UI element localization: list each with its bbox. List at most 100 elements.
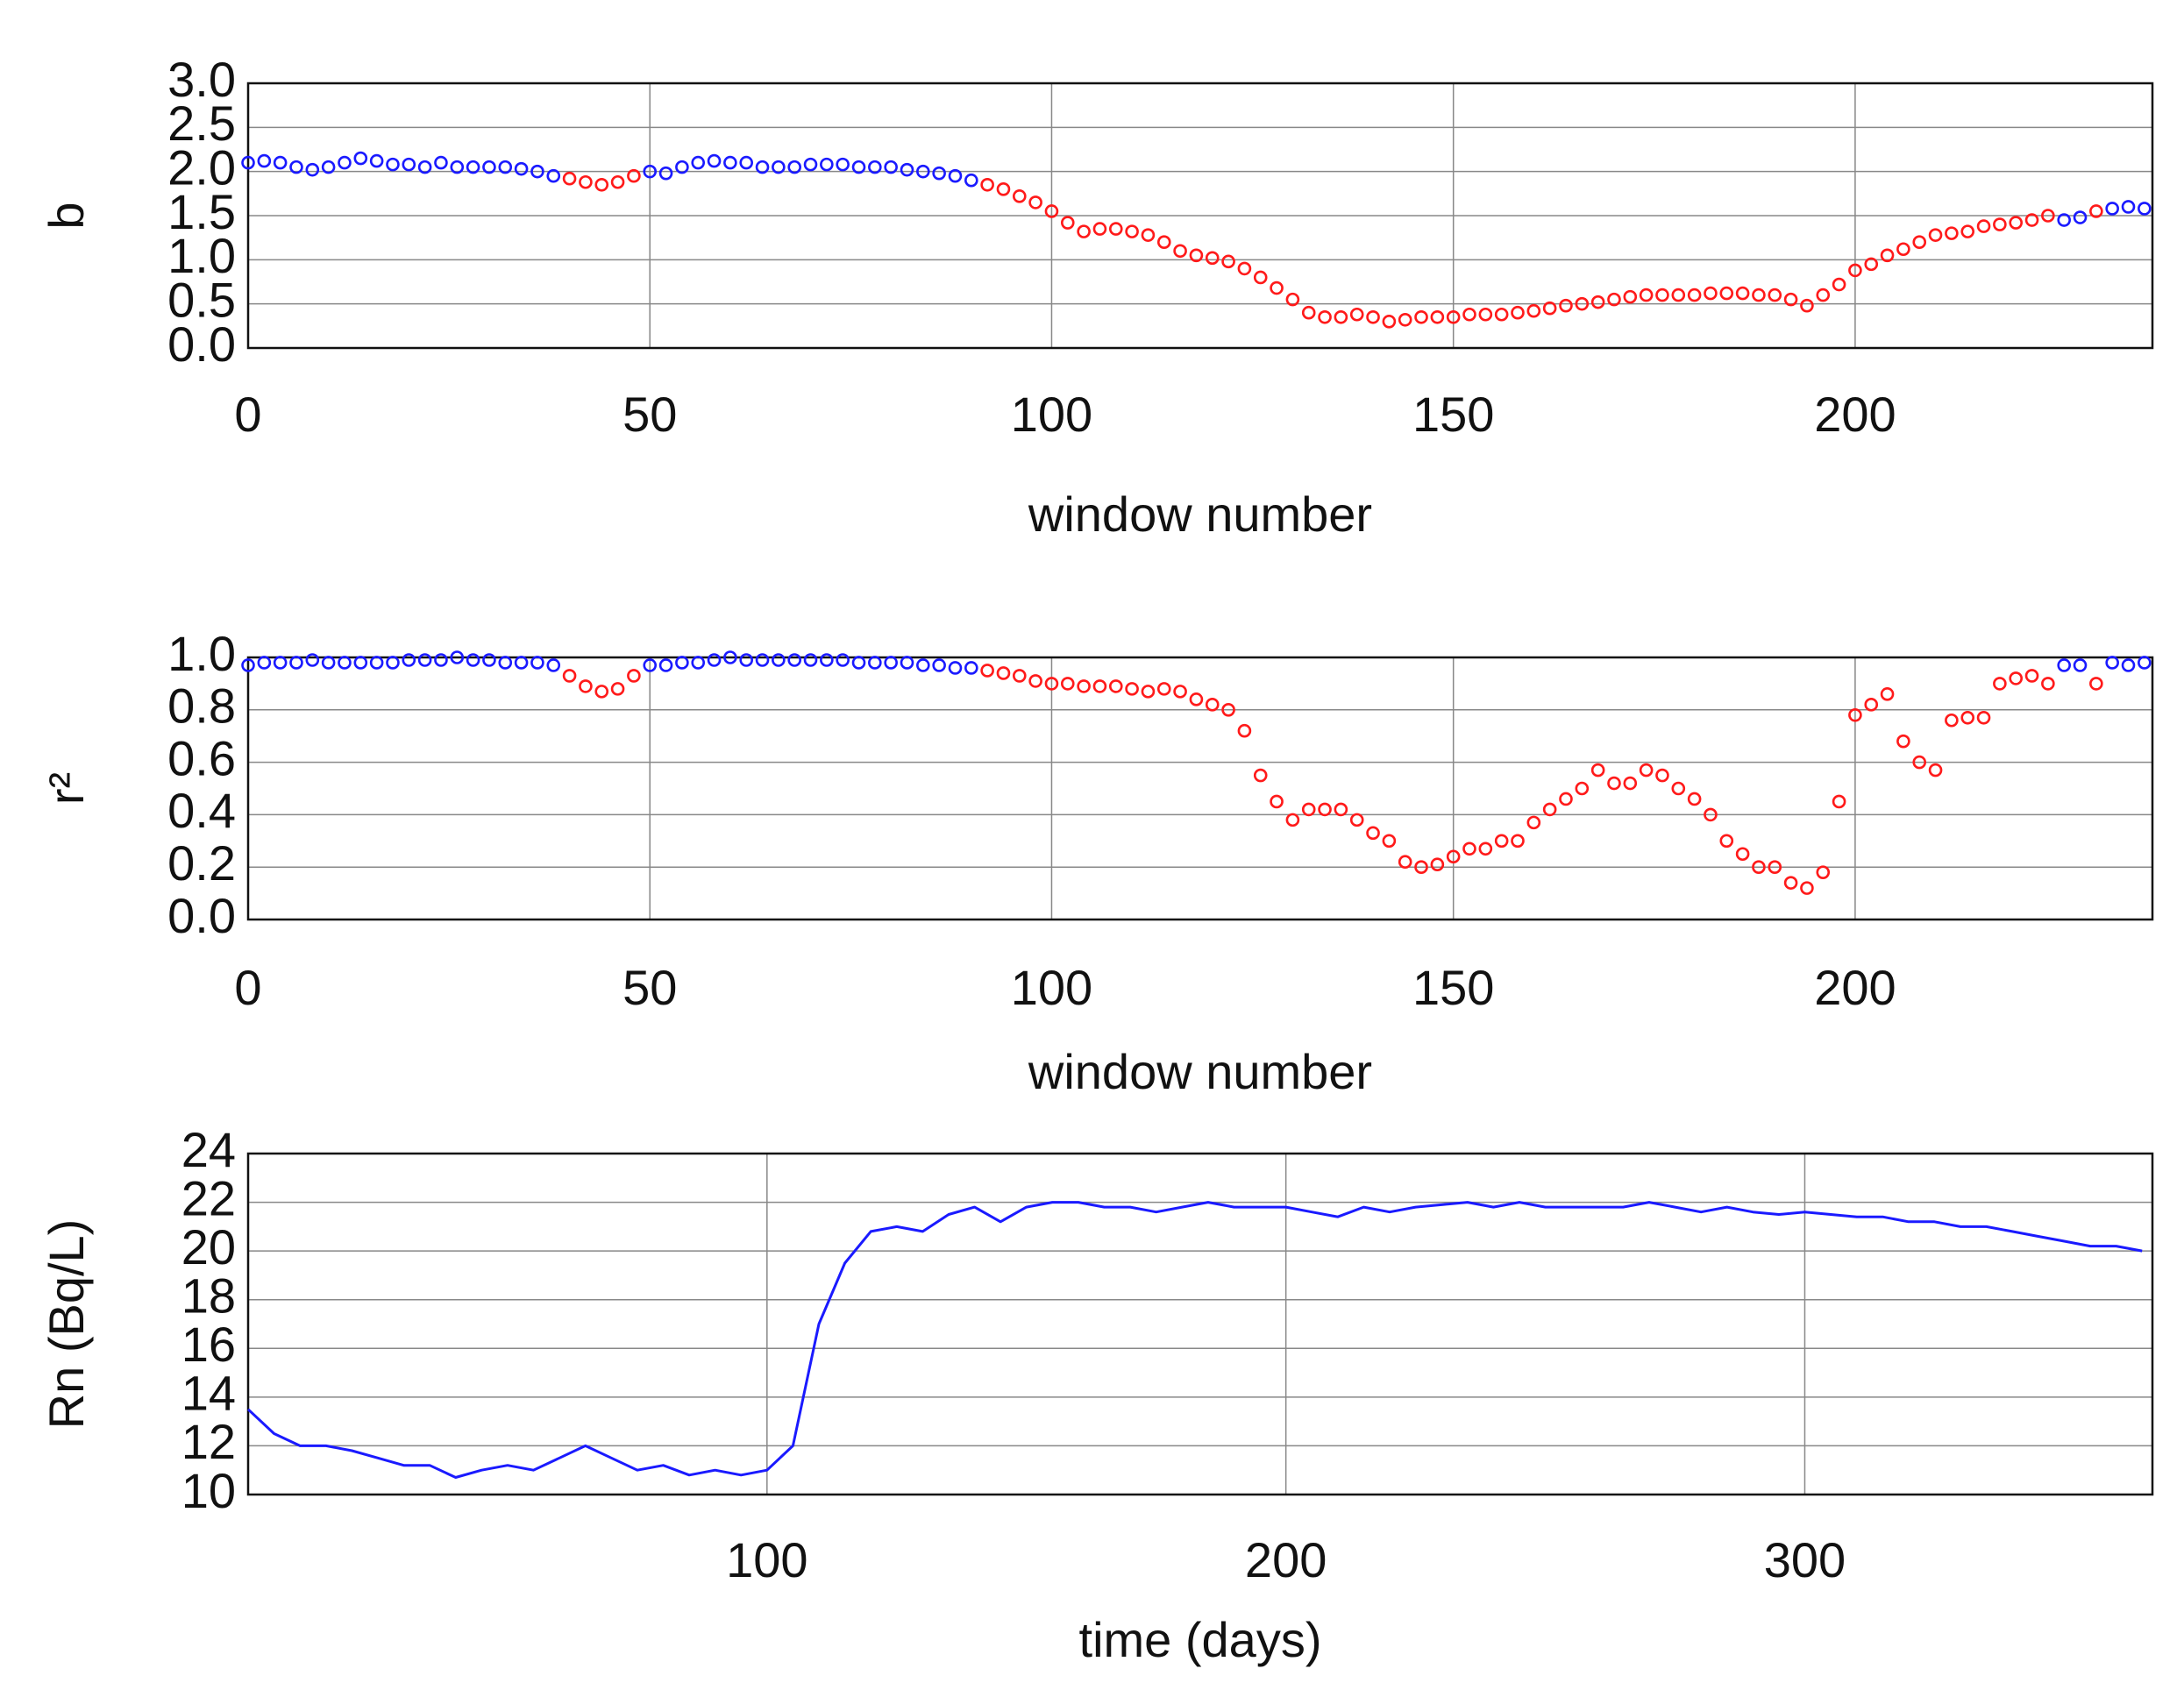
data-point	[1478, 307, 1493, 322]
data-point	[1205, 698, 1220, 712]
x-tick-label: 150	[1412, 387, 1494, 442]
data-point	[273, 155, 288, 170]
y-tick-label: 0.0	[167, 888, 236, 943]
data-point	[2057, 658, 2071, 672]
data-point	[321, 160, 336, 174]
data-point	[868, 656, 882, 670]
data-point	[1960, 224, 1975, 238]
data-point	[948, 661, 963, 675]
data-point	[1077, 224, 1091, 238]
x-tick-label: 200	[1814, 387, 1896, 442]
data-point	[1671, 781, 1686, 796]
data-point	[1511, 834, 1525, 849]
data-point	[1382, 834, 1397, 849]
data-point	[1832, 794, 1846, 809]
data-point	[1012, 189, 1027, 203]
y-tick-label: 0.2	[167, 835, 236, 891]
data-point	[658, 166, 673, 181]
data-point	[1462, 841, 1476, 856]
y-tick-label: 3.0	[167, 52, 236, 107]
data-point	[772, 653, 786, 667]
data-point	[900, 162, 914, 177]
x-axis-label: window number	[1028, 1044, 1372, 1099]
data-point	[1575, 781, 1590, 796]
data-point	[627, 669, 641, 683]
data-point	[386, 656, 400, 670]
data-line	[246, 1201, 2143, 1479]
plot-frame	[246, 82, 2154, 350]
data-point	[1462, 307, 1476, 322]
data-point	[1301, 802, 1316, 817]
data-point	[1221, 254, 1235, 269]
data-point	[562, 669, 577, 683]
data-point	[1511, 305, 1525, 320]
data-point	[1816, 288, 1831, 302]
data-point	[675, 160, 689, 174]
data-point	[450, 160, 465, 174]
data-point	[257, 153, 272, 168]
data-point	[1687, 288, 1702, 302]
data-point	[1270, 280, 1284, 295]
x-tick-label: 200	[1814, 960, 1896, 1015]
data-point	[658, 658, 673, 672]
x-tick-label: 0	[234, 960, 261, 1015]
data-point	[2105, 656, 2119, 670]
data-point	[1976, 219, 1991, 233]
data-point	[1125, 682, 1139, 696]
data-point	[338, 656, 352, 670]
data-point	[1366, 309, 1380, 324]
data-point	[498, 656, 513, 670]
data-point	[1398, 312, 1412, 327]
data-point	[2009, 216, 2024, 230]
data-point	[820, 157, 834, 172]
data-point	[1752, 860, 1766, 875]
data-point	[1704, 807, 1718, 822]
data-point	[1671, 288, 1686, 302]
x-tick-label: 300	[1764, 1532, 1846, 1587]
data-point	[1928, 228, 1943, 242]
data-point	[273, 656, 288, 670]
data-point	[1800, 881, 1814, 895]
data-point	[803, 157, 818, 172]
y-tick-label: 0.0	[167, 316, 236, 372]
data-point	[579, 174, 593, 189]
data-point	[1590, 295, 1605, 309]
data-point	[546, 658, 561, 672]
data-point	[1945, 226, 1959, 240]
data-point	[434, 155, 448, 170]
data-point	[1414, 860, 1428, 875]
data-point	[1318, 309, 1332, 324]
data-point	[1623, 776, 1638, 791]
data-point	[1430, 309, 1445, 324]
data-point	[2138, 202, 2152, 216]
y-tick-label: 1.0	[167, 626, 236, 681]
data-point	[1607, 776, 1621, 791]
data-point	[1301, 305, 1316, 320]
data-point	[980, 664, 994, 678]
data-point	[2041, 209, 2055, 223]
data-point	[579, 679, 593, 693]
data-point	[1655, 768, 1669, 783]
data-point	[1590, 763, 1605, 778]
data-point	[417, 653, 432, 667]
x-tick-label: 0	[234, 387, 261, 442]
data-point	[1028, 674, 1042, 688]
data-point	[691, 656, 706, 670]
data-point	[1237, 723, 1252, 738]
data-point	[1832, 277, 1846, 292]
data-point	[369, 656, 384, 670]
data-point	[1173, 244, 1187, 259]
data-point	[1141, 685, 1156, 699]
data-point	[1012, 669, 1027, 683]
data-point	[610, 682, 625, 696]
data-point	[1494, 307, 1509, 322]
data-point	[353, 656, 368, 670]
data-point	[1253, 768, 1268, 783]
data-point	[2089, 204, 2103, 218]
data-point	[1414, 309, 1428, 324]
data-point	[900, 656, 914, 670]
data-point	[353, 151, 368, 166]
data-point	[417, 160, 432, 174]
data-point	[1173, 685, 1187, 699]
data-point	[932, 658, 946, 672]
